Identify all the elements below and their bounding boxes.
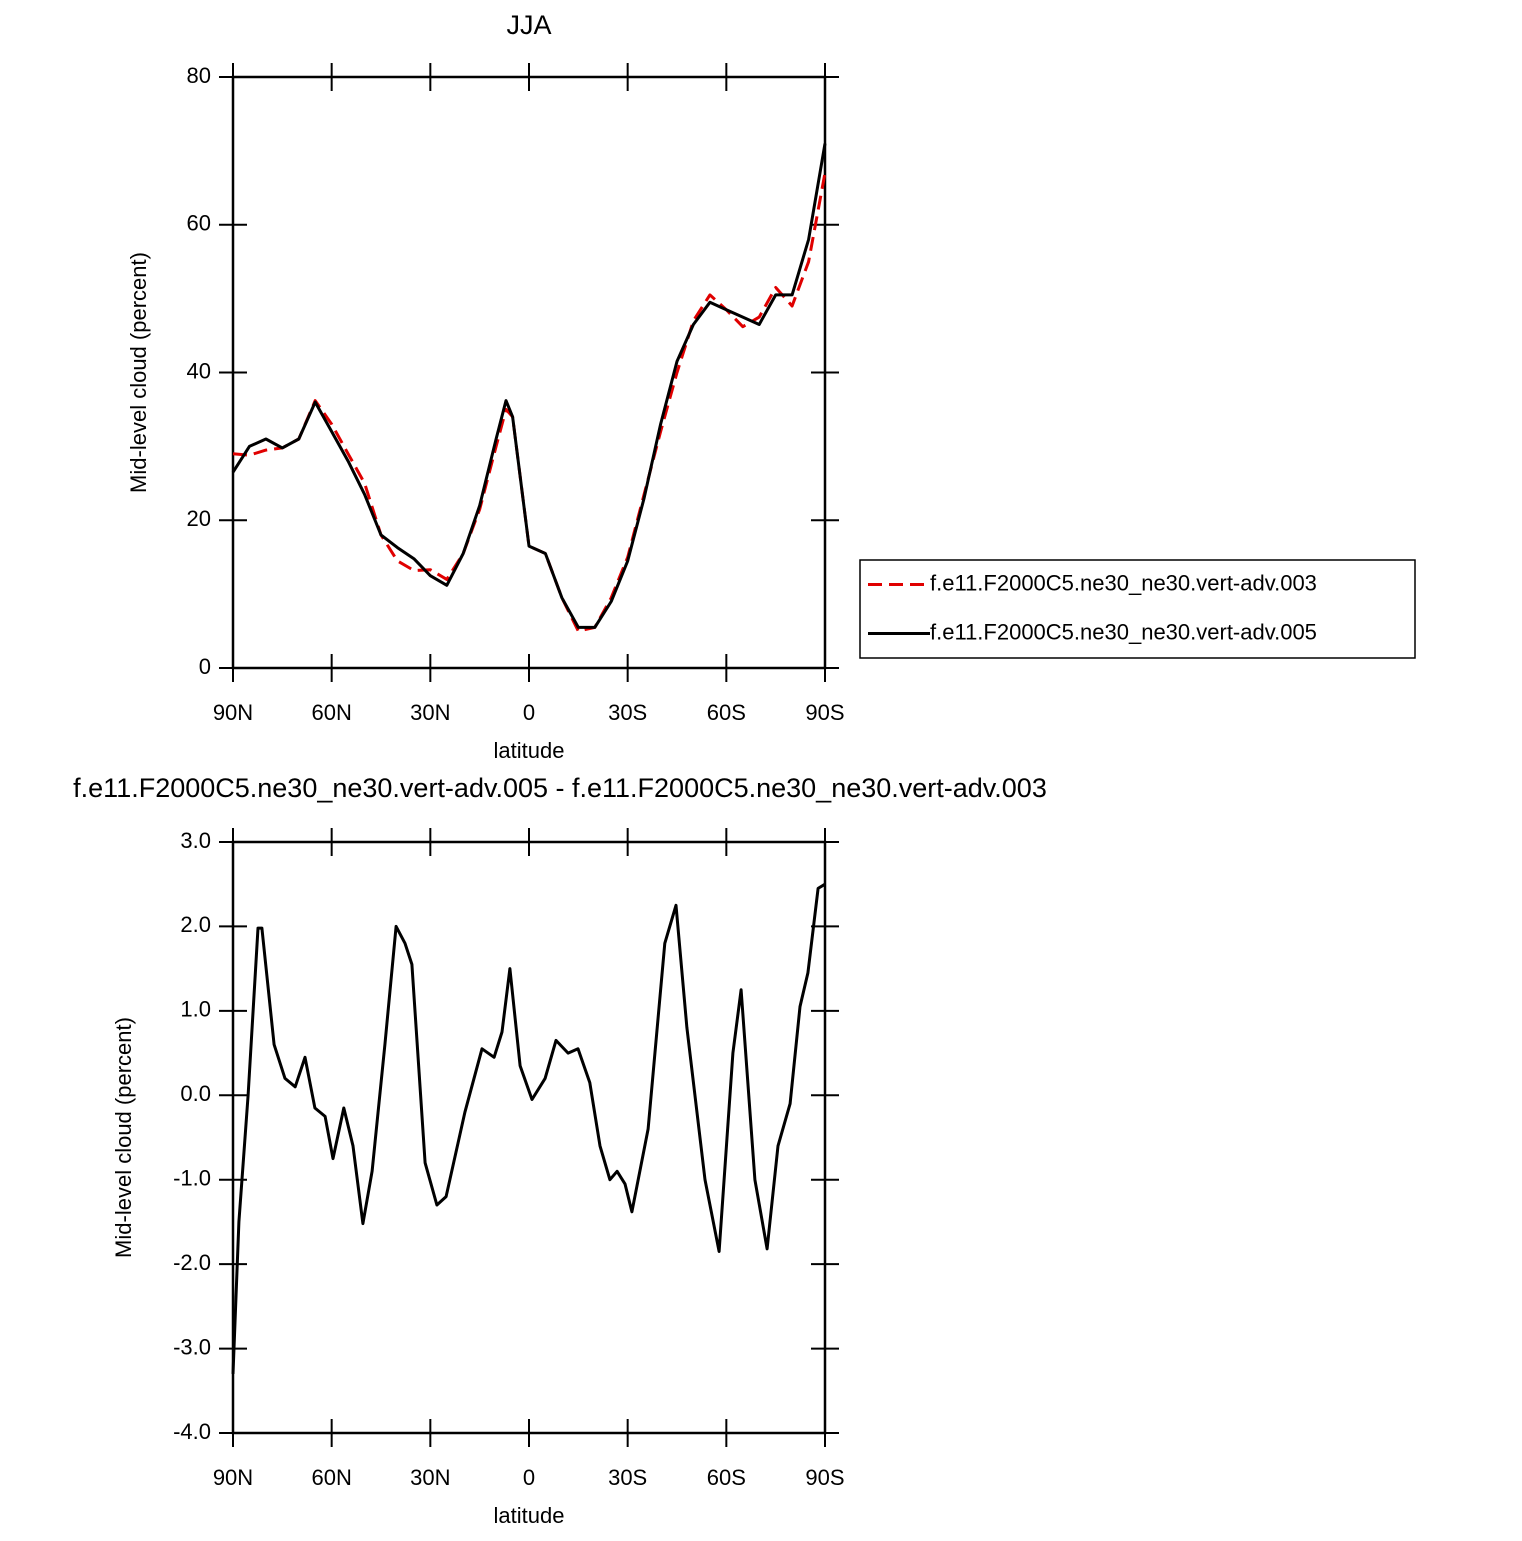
x-tick-label: 60S <box>707 700 746 725</box>
x-tick-label: 30S <box>608 700 647 725</box>
y-tick-label: 0 <box>199 654 211 679</box>
chart-title: f.e11.F2000C5.ne30_ne30.vert-adv.005 - f… <box>73 773 1047 803</box>
plot-frame <box>231 840 827 1435</box>
y-tick-label: -1.0 <box>173 1166 211 1191</box>
x-tick-label: 0 <box>523 1465 535 1490</box>
y-tick-label: 20 <box>187 506 211 531</box>
x-axis-label: latitude <box>494 1503 565 1528</box>
x-tick-label: 90N <box>213 700 253 725</box>
y-tick-label: -4.0 <box>173 1419 211 1444</box>
legend-label: f.e11.F2000C5.ne30_ne30.vert-adv.003 <box>930 570 1317 595</box>
y-tick-label: -3.0 <box>173 1334 211 1359</box>
plot-frame <box>231 75 827 670</box>
y-tick-label: 40 <box>187 358 211 383</box>
y-tick-label: 80 <box>187 63 211 88</box>
x-tick-label: 30N <box>410 1465 450 1490</box>
x-tick-label: 30N <box>410 700 450 725</box>
legend-label: f.e11.F2000C5.ne30_ne30.vert-adv.005 <box>930 619 1317 644</box>
x-tick-label: 60S <box>707 1465 746 1490</box>
x-tick-label: 60N <box>311 1465 351 1490</box>
x-tick-label: 90S <box>805 1465 844 1490</box>
y-tick-label: 1.0 <box>180 997 211 1022</box>
x-tick-label: 90S <box>805 700 844 725</box>
y-tick-label: -2.0 <box>173 1250 211 1275</box>
chart-title: JJA <box>506 10 551 40</box>
x-axis-label: latitude <box>494 738 565 763</box>
y-tick-label: 3.0 <box>180 828 211 853</box>
y-tick-label: 2.0 <box>180 912 211 937</box>
legend-box <box>859 559 1416 659</box>
y-axis-label: Mid-level cloud (percent) <box>111 1017 136 1258</box>
x-tick-label: 0 <box>523 700 535 725</box>
data-line <box>231 143 827 629</box>
y-axis-label: Mid-level cloud (percent) <box>126 252 151 493</box>
data-line <box>232 172 827 633</box>
x-tick-label: 30S <box>608 1465 647 1490</box>
x-tick-label: 90N <box>213 1465 253 1490</box>
x-tick-label: 60N <box>311 700 351 725</box>
y-tick-label: 60 <box>187 211 211 236</box>
data-line <box>231 882 826 1374</box>
y-tick-label: 0.0 <box>180 1081 211 1106</box>
